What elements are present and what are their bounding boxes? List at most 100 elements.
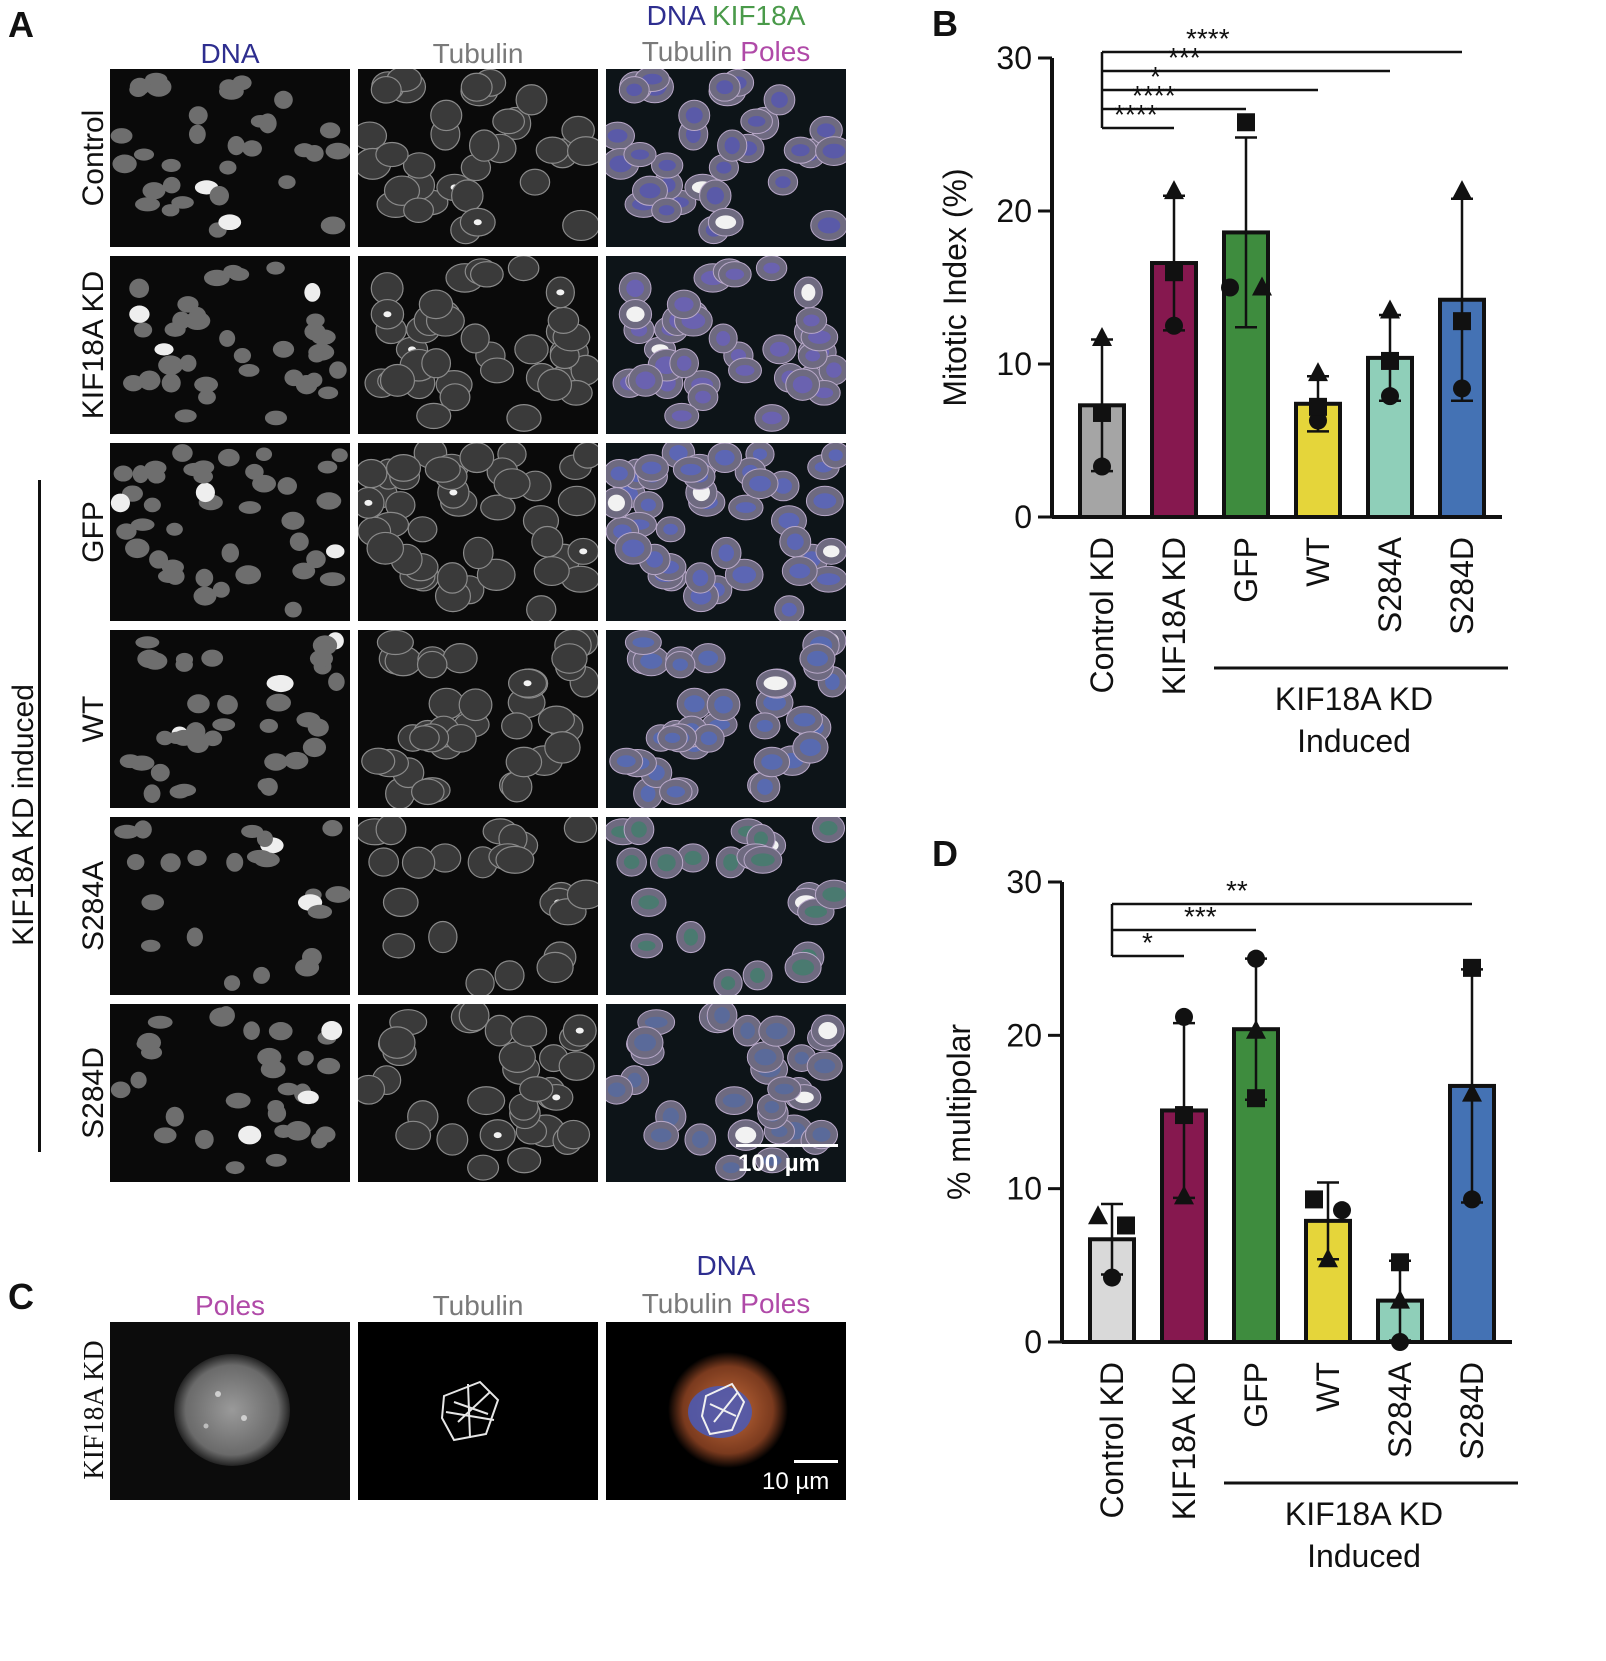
sig-stars: * xyxy=(1150,61,1161,92)
merge-dna-label: DNA xyxy=(646,0,705,31)
panel-c-merge-header-line2: Tubulin Poles xyxy=(606,1288,846,1320)
y-tick-label: 30 xyxy=(996,40,1032,76)
panel-a-tubulin-header: Tubulin xyxy=(432,38,524,69)
x-category-label: GFP xyxy=(1228,537,1264,603)
tubulin-micrograph xyxy=(358,443,598,621)
dna-micrograph xyxy=(110,1004,350,1182)
data-point-square xyxy=(1463,958,1481,977)
data-point-square xyxy=(1309,397,1327,416)
panel-letter: B xyxy=(932,3,958,44)
x-category-label: S284D xyxy=(1454,1362,1490,1460)
data-point-square xyxy=(1453,312,1471,331)
data-point-circle xyxy=(1463,1190,1481,1209)
data-point-circle xyxy=(1165,316,1183,335)
data-point-circle xyxy=(1247,949,1265,968)
sig-stars: *** xyxy=(1184,901,1217,932)
merge-micrograph xyxy=(606,443,846,621)
panel-a-scale-text: 100 µm xyxy=(738,1150,820,1177)
sig-stars: **** xyxy=(1186,23,1230,54)
panel-c-tubulin-image xyxy=(358,1322,598,1500)
y-tick-label: 10 xyxy=(996,346,1032,382)
x-category-label: WT xyxy=(1300,537,1336,587)
sig-stars: * xyxy=(1142,927,1153,958)
panel-c-merge-header-line1: DNA xyxy=(696,1250,756,1281)
panel-c-scale-bar xyxy=(794,1460,838,1463)
merge-micrograph xyxy=(606,817,846,995)
panel-a-merge-header-line2: Tubulin Poles xyxy=(606,36,846,68)
data-point-triangle xyxy=(1380,299,1400,319)
data-point-circle xyxy=(1309,411,1327,430)
panel-c-scale-text: 10 µm xyxy=(762,1468,830,1495)
bar xyxy=(1160,1108,1208,1345)
data-point-triangle xyxy=(1390,1289,1410,1309)
data-point-triangle xyxy=(1246,1019,1266,1039)
panel-a-merge-header-line1: DNA KIF18A xyxy=(606,0,846,32)
data-point-triangle xyxy=(1308,362,1328,382)
data-point-square xyxy=(1117,1216,1135,1235)
merge-kif18a-label: KIF18A xyxy=(711,0,806,31)
dna-micrograph xyxy=(110,256,350,434)
group-label-line1: KIF18A KD xyxy=(1285,1496,1443,1532)
data-point-circle xyxy=(1391,1333,1409,1351)
data-point-circle xyxy=(1221,278,1239,297)
tubulin-micrograph xyxy=(358,256,598,434)
dna-micrograph xyxy=(110,817,350,995)
x-category-label: KIF18A KD xyxy=(1166,1362,1202,1520)
panel-c-row-label: KIF18A KD xyxy=(79,1340,110,1480)
tubulin-micrograph xyxy=(358,69,598,247)
data-point-square xyxy=(1165,263,1183,282)
sig-stars: **** xyxy=(1114,99,1158,130)
y-axis-label: Mitotic Index (%) xyxy=(937,168,973,406)
tubulin-micrograph xyxy=(358,630,598,808)
y-tick-label: 30 xyxy=(1006,864,1042,900)
dna-micrograph xyxy=(110,630,350,808)
panel-c-merge-image: 10 µm xyxy=(606,1322,846,1500)
data-point-circle xyxy=(1103,1268,1121,1287)
data-point-triangle xyxy=(1252,276,1272,296)
panel-letter: D xyxy=(932,840,958,874)
data-point-square xyxy=(1305,1190,1323,1209)
sig-stars: *** xyxy=(1168,42,1201,73)
tubulin-micrograph xyxy=(358,817,598,995)
panel-a-row-label: WT xyxy=(77,695,110,743)
data-point-triangle xyxy=(1318,1248,1338,1268)
panel-c-merge-tubulin: Tubulin xyxy=(641,1288,733,1319)
x-category-label: WT xyxy=(1310,1362,1346,1412)
y-tick-label: 20 xyxy=(1006,1017,1042,1053)
panel-a-letter: A xyxy=(8,4,34,45)
x-category-label: GFP xyxy=(1238,1362,1274,1428)
merge-micrograph: 100 µm xyxy=(606,1004,846,1182)
data-point-circle xyxy=(1453,379,1471,398)
panel-a-scale-bar xyxy=(736,1144,838,1147)
data-point-triangle xyxy=(1462,1082,1482,1102)
data-point-circle xyxy=(1093,457,1111,476)
y-axis-label: % multipolar xyxy=(941,1024,977,1200)
group-label-line1: KIF18A KD xyxy=(1275,681,1433,717)
group-label-line2: Induced xyxy=(1297,723,1411,759)
chart-b-mitotic-index: B 0 10 20 30 Mitotic Index (%) Control KD KIF18… xyxy=(932,3,1508,759)
merge-micrograph xyxy=(606,256,846,434)
data-point-circle xyxy=(1175,1007,1193,1026)
x-category-label: Control KD xyxy=(1094,1362,1130,1519)
y-tick-label: 0 xyxy=(1024,1324,1042,1360)
group-label-line2: Induced xyxy=(1307,1538,1421,1574)
data-point-square xyxy=(1381,351,1399,370)
data-point-square xyxy=(1093,403,1111,422)
merge-micrograph xyxy=(606,69,846,247)
sig-stars: **** xyxy=(1132,80,1176,111)
panel-c-merge-poles: Poles xyxy=(740,1288,811,1319)
group-bracket-line xyxy=(38,480,41,1152)
y-tick-label: 10 xyxy=(1006,1171,1042,1207)
merge-poles-label: Poles xyxy=(740,36,811,67)
x-category-label: S284D xyxy=(1444,537,1480,635)
panel-a-dna-header: DNA xyxy=(200,38,260,69)
panel-a-row-label: KIF18A KD xyxy=(77,270,110,420)
dna-micrograph xyxy=(110,69,350,247)
data-point-circle xyxy=(1381,387,1399,406)
tubulin-micrograph xyxy=(358,1004,598,1182)
y-tick-label: 0 xyxy=(1014,499,1032,535)
panel-c-poles-header: Poles xyxy=(194,1290,266,1321)
data-point-triangle xyxy=(1092,326,1112,346)
panel-c-tubulin-header: Tubulin xyxy=(432,1290,524,1321)
data-point-square xyxy=(1175,1106,1193,1125)
